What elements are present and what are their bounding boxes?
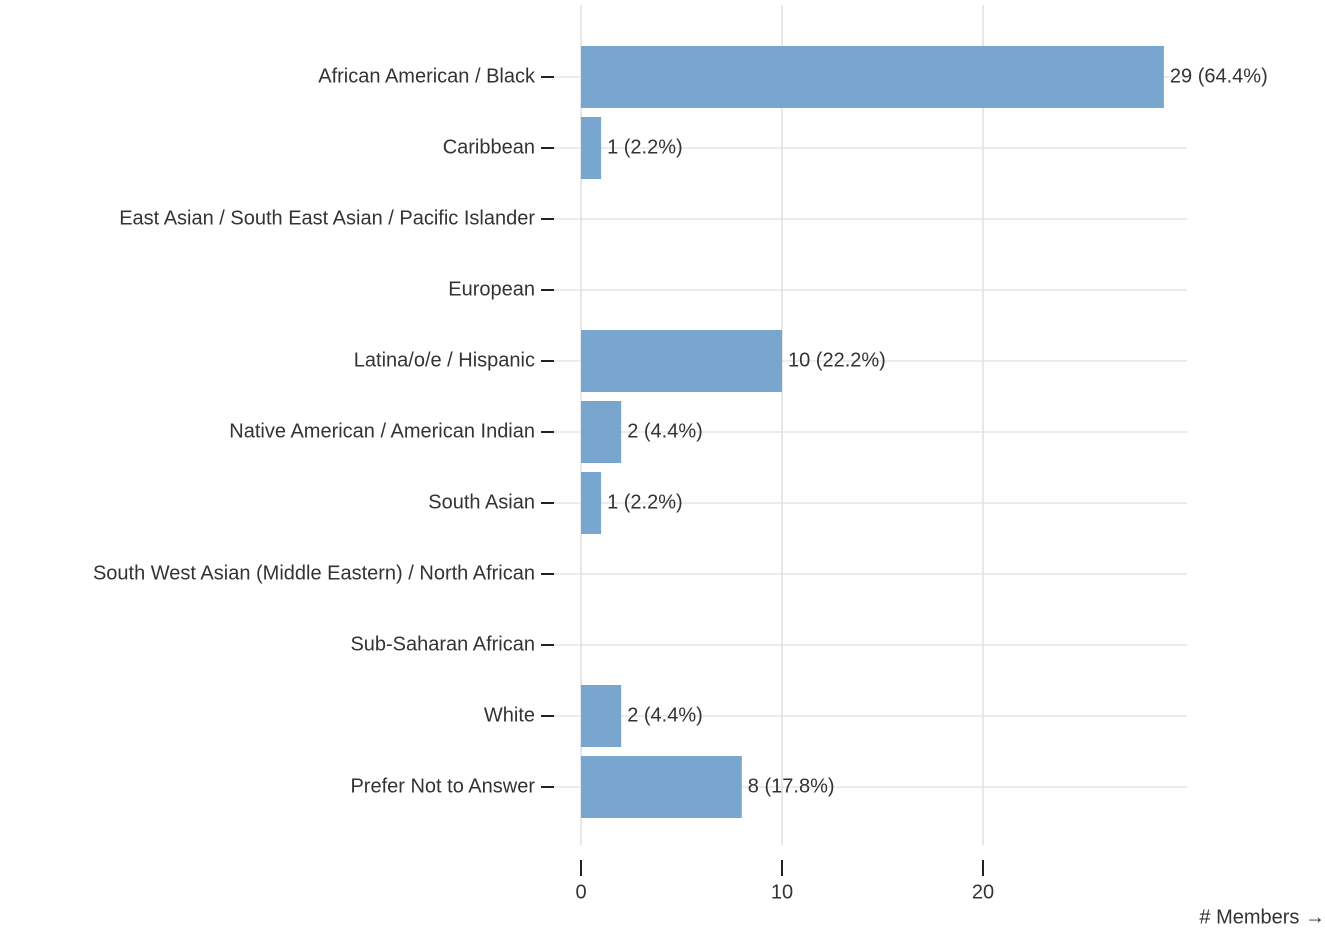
bar [581, 401, 622, 463]
y-tick-label: African American / Black [318, 65, 536, 87]
bar [581, 756, 742, 818]
bar [581, 685, 622, 747]
y-tick-label: Native American / American Indian [229, 420, 535, 442]
y-tick-label: Sub-Saharan African [350, 633, 535, 655]
x-tick-label: 20 [972, 881, 994, 903]
y-tick-label: European [448, 278, 535, 300]
y-tick-label: Latina/o/e / Hispanic [354, 349, 535, 371]
value-label: 29 (64.4%) [1170, 65, 1268, 87]
x-tick-label: 10 [771, 881, 793, 903]
value-label: 1 (2.2%) [607, 491, 683, 513]
value-label: 1 (2.2%) [607, 136, 683, 158]
y-tick-label: Prefer Not to Answer [350, 775, 535, 797]
y-tick-label: South West Asian (Middle Eastern) / Nort… [93, 562, 535, 584]
value-label: 10 (22.2%) [788, 349, 886, 371]
bar [581, 472, 602, 534]
y-tick-label: White [484, 704, 535, 726]
x-tick-label: 0 [575, 881, 586, 903]
value-label: 2 (4.4%) [627, 704, 703, 726]
bar [581, 117, 602, 179]
y-tick-label: Caribbean [443, 136, 535, 158]
value-label: 2 (4.4%) [627, 420, 703, 442]
bar [581, 46, 1164, 108]
x-axis-label: # Members → [1199, 906, 1325, 928]
y-tick-label: East Asian / South East Asian / Pacific … [119, 207, 535, 229]
value-label: 8 (17.8%) [748, 775, 835, 797]
bar [581, 330, 782, 392]
y-tick-label: South Asian [428, 491, 535, 513]
